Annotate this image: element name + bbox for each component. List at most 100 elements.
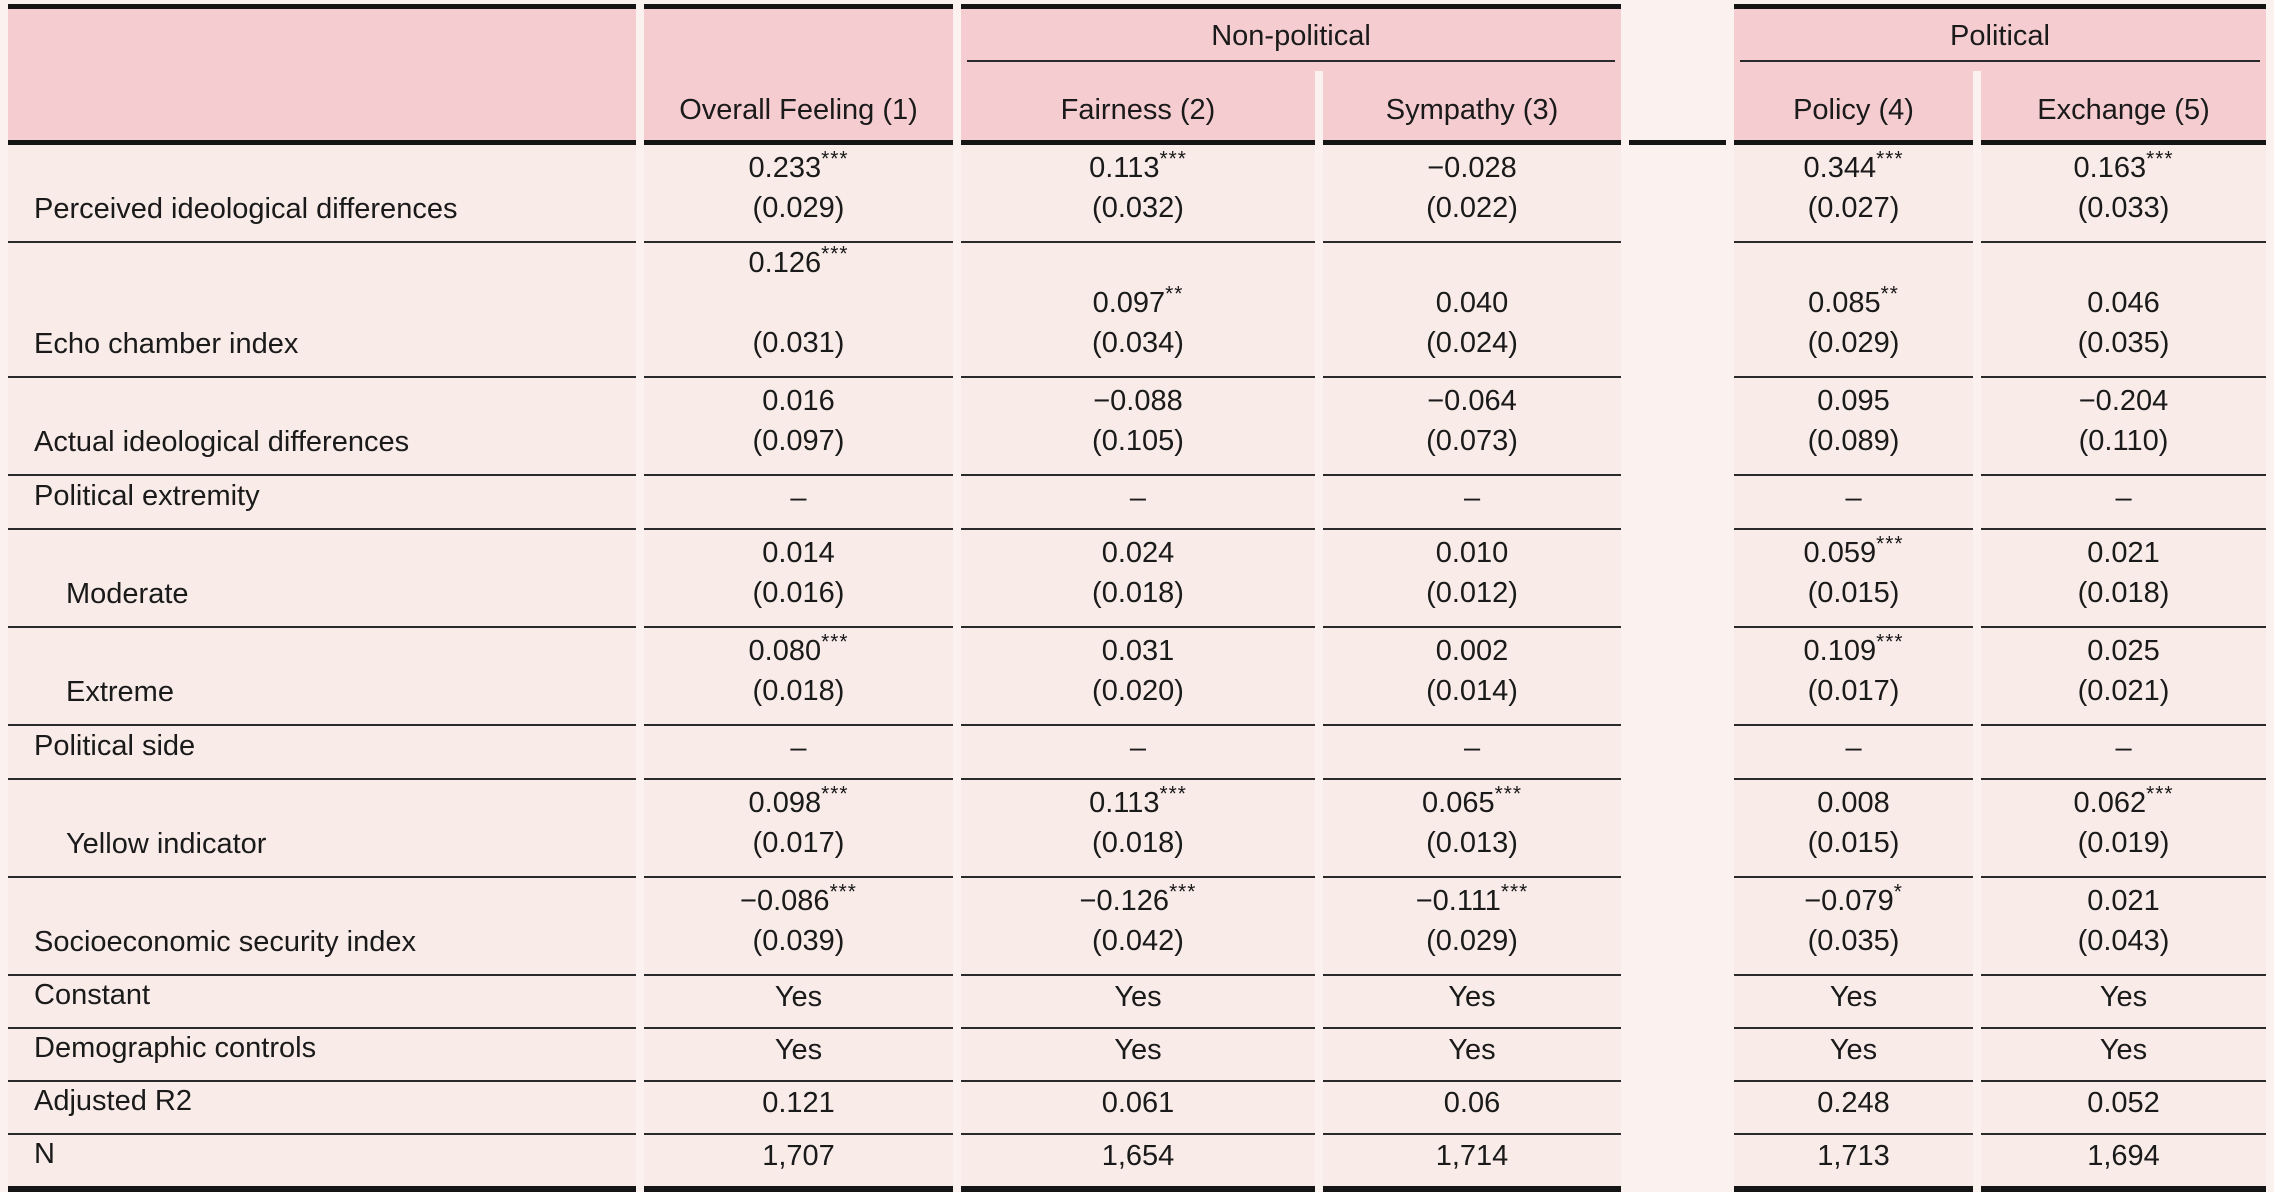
group-gap bbox=[1629, 4, 1726, 71]
table-row: Yellow indicator 0.098*** (0.017) 0.113*** (… bbox=[8, 780, 2267, 878]
group-gap bbox=[1629, 726, 1726, 780]
row-label: N bbox=[8, 1135, 636, 1192]
summary-cell: 1,714 bbox=[1323, 1135, 1622, 1192]
group-gap bbox=[1629, 378, 1726, 476]
estimate-value: 0.040 bbox=[1435, 287, 1509, 319]
cell-col3: 0.010 (0.012) bbox=[1323, 530, 1622, 628]
standard-error: (0.029) bbox=[1807, 327, 1900, 359]
standard-error: (0.097) bbox=[752, 425, 845, 457]
row-label: Echo chamber index bbox=[8, 243, 636, 378]
group-gap bbox=[1629, 71, 1727, 145]
summary-cell: Yes bbox=[1323, 1029, 1622, 1082]
significance-stars: *** bbox=[1876, 532, 1904, 556]
standard-error: (0.031) bbox=[752, 327, 845, 359]
column-header-exchange: Exchange (5) bbox=[1981, 71, 2267, 145]
cell-col1: 0.126*** (0.031) bbox=[644, 243, 953, 378]
vertical-offset-spacer bbox=[648, 283, 949, 323]
significance-stars: ** bbox=[1165, 282, 1184, 306]
cell-col3: 0.040 (0.024) bbox=[1323, 243, 1622, 378]
row-label: Political extremity bbox=[8, 476, 636, 530]
standard-error: (0.013) bbox=[1426, 827, 1518, 859]
estimate-value: 0.065*** bbox=[1422, 782, 1522, 819]
cell-col1: 0.233*** (0.029) bbox=[644, 145, 953, 243]
estimate-value: −0.204 bbox=[2078, 385, 2169, 417]
row-label: Adjusted R2 bbox=[8, 1082, 636, 1135]
group-gap bbox=[1629, 878, 1726, 976]
estimate-value: 0.233*** bbox=[748, 147, 849, 184]
standard-error: (0.012) bbox=[1426, 577, 1518, 609]
standard-error: (0.018) bbox=[752, 675, 845, 707]
cell-col4: 0.344*** (0.027) bbox=[1734, 145, 1974, 243]
cell-col4: 0.109*** (0.017) bbox=[1734, 628, 1974, 726]
table-row: Moderate 0.014 (0.016) 0.024 (0.018) 0.010 (0.… bbox=[8, 530, 2267, 628]
group-header-nonpolitical: Non-political bbox=[961, 4, 1622, 71]
standard-error: (0.027) bbox=[1807, 192, 1900, 224]
row-label: Socioeconomic security index bbox=[8, 878, 636, 976]
standard-error: (0.039) bbox=[752, 925, 845, 957]
standard-error: (0.034) bbox=[1092, 327, 1184, 359]
standard-error: (0.017) bbox=[752, 827, 845, 859]
summary-cell: Yes bbox=[1734, 976, 1974, 1029]
group-header-empty-col1 bbox=[644, 4, 953, 71]
standard-error: (0.019) bbox=[2077, 827, 2170, 859]
standard-error: (0.021) bbox=[2077, 675, 2170, 707]
column-header-empty bbox=[8, 71, 636, 145]
summary-cell: Yes bbox=[644, 1029, 953, 1082]
estimate-value: −0.086*** bbox=[740, 880, 857, 917]
row-label: Actual ideological differences bbox=[8, 378, 636, 476]
cell-col3: −0.064 (0.073) bbox=[1323, 378, 1622, 476]
estimate-value: −0.079* bbox=[1804, 880, 1903, 917]
significance-stars: ** bbox=[1880, 282, 1899, 306]
dash-cell: – bbox=[644, 476, 953, 530]
column-header-fairness: Fairness (2) bbox=[961, 71, 1315, 145]
group-gap bbox=[1629, 1135, 1726, 1192]
standard-error: (0.014) bbox=[1426, 675, 1518, 707]
dash-cell: – bbox=[644, 726, 953, 780]
cell-col2: 0.113*** (0.018) bbox=[961, 780, 1315, 878]
standard-error: (0.073) bbox=[1426, 425, 1518, 457]
estimate-value: 0.059*** bbox=[1803, 532, 1904, 569]
summary-cell: 1,694 bbox=[1981, 1135, 2267, 1192]
cell-col5: 0.062*** (0.019) bbox=[1981, 780, 2267, 878]
summary-cell: 0.121 bbox=[644, 1082, 953, 1135]
standard-error: (0.029) bbox=[1426, 925, 1518, 957]
standard-error: (0.043) bbox=[2077, 925, 2170, 957]
estimate-value: 0.021 bbox=[2087, 885, 2160, 917]
group-header-political: Political bbox=[1734, 4, 2267, 71]
cell-col4: 0.059*** (0.015) bbox=[1734, 530, 1974, 628]
summary-cell: Yes bbox=[961, 976, 1315, 1029]
estimate-value: 0.024 bbox=[1101, 537, 1175, 569]
standard-error: (0.029) bbox=[752, 192, 845, 224]
estimate-value: 0.031 bbox=[1101, 635, 1175, 667]
standard-error: (0.015) bbox=[1807, 577, 1900, 609]
standard-error: (0.018) bbox=[2077, 577, 2170, 609]
group-label-nonpolitical: Non-political bbox=[1211, 20, 1371, 52]
row-label: Political side bbox=[8, 726, 636, 780]
standard-error: (0.020) bbox=[1092, 675, 1184, 707]
dash-cell: – bbox=[961, 726, 1315, 780]
estimate-value: 0.109*** bbox=[1803, 630, 1904, 667]
estimate-value: 0.095 bbox=[1817, 385, 1890, 417]
significance-stars: *** bbox=[2146, 147, 2174, 171]
estimate-value: −0.064 bbox=[1427, 385, 1517, 417]
estimate-value: 0.163*** bbox=[2073, 147, 2174, 184]
group-gap bbox=[1629, 1029, 1726, 1082]
standard-error: (0.032) bbox=[1092, 192, 1184, 224]
estimate-value: −0.028 bbox=[1427, 152, 1517, 184]
estimate-value: 0.010 bbox=[1435, 537, 1509, 569]
group-gap bbox=[1629, 780, 1726, 878]
estimate-value: 0.126*** bbox=[748, 242, 849, 279]
cell-col3: 0.065*** (0.013) bbox=[1323, 780, 1622, 878]
group-gap bbox=[1629, 476, 1726, 530]
estimate-value: 0.097** bbox=[1092, 282, 1184, 319]
dash-cell: – bbox=[1734, 476, 1974, 530]
significance-stars: *** bbox=[1500, 880, 1529, 904]
cell-col2: 0.097** (0.034) bbox=[961, 243, 1315, 378]
table-row: Political side – – – – – bbox=[8, 726, 2267, 780]
estimate-value: 0.113*** bbox=[1089, 147, 1187, 184]
cell-col2: 0.113*** (0.032) bbox=[961, 145, 1315, 243]
summary-cell: Yes bbox=[1734, 1029, 1974, 1082]
group-header-row: Non-political Political bbox=[8, 4, 2267, 71]
estimate-value: 0.002 bbox=[1435, 635, 1509, 667]
dash-cell: – bbox=[1981, 476, 2267, 530]
